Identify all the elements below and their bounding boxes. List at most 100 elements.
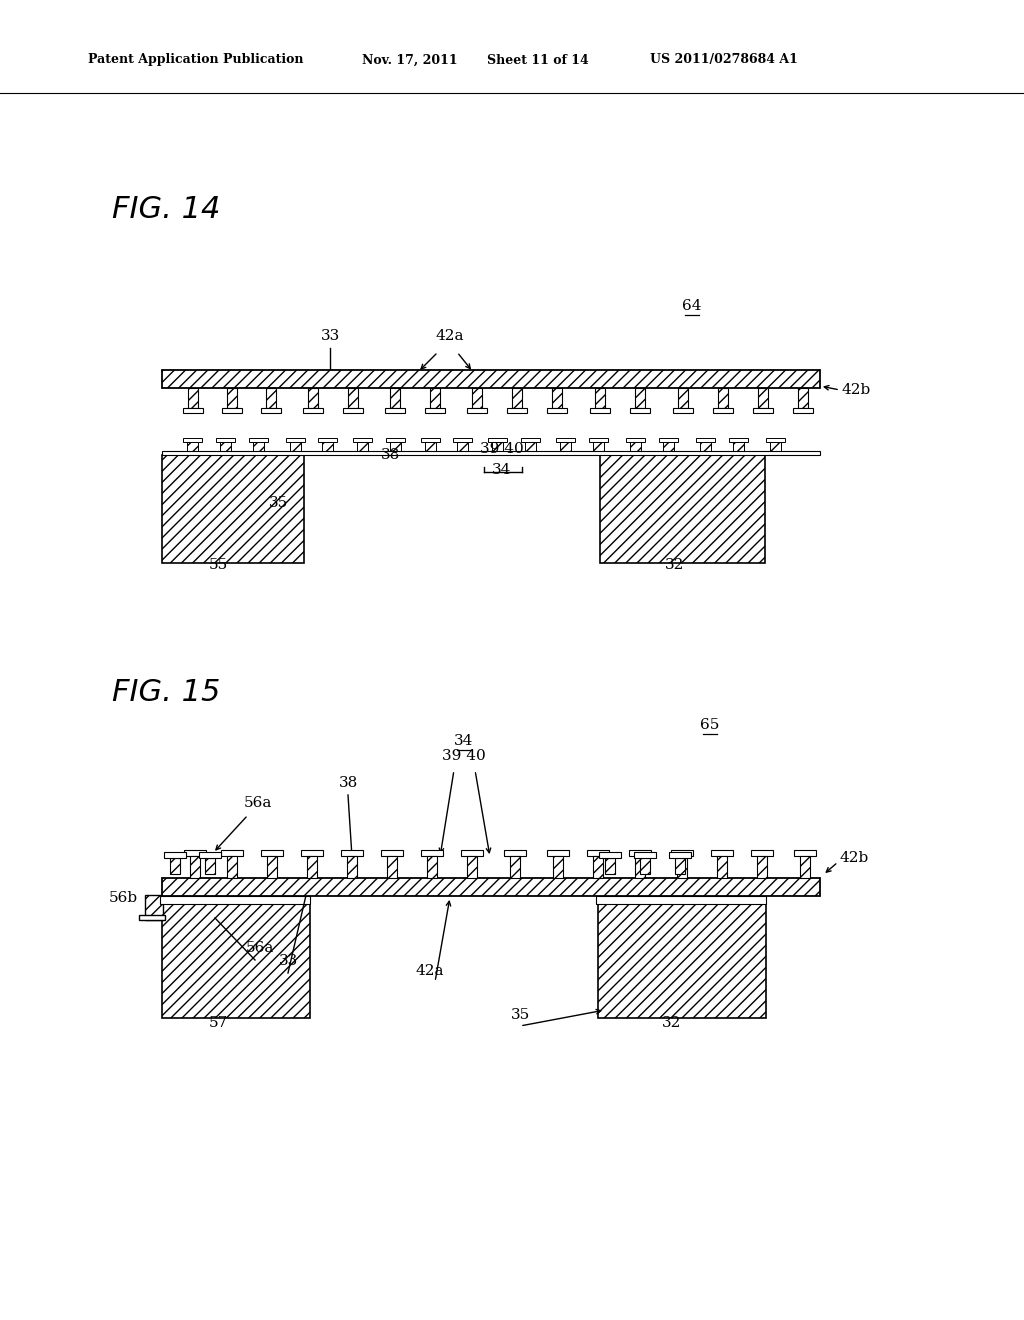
Bar — [634, 851, 656, 858]
Bar — [220, 442, 231, 451]
Bar — [343, 408, 362, 413]
Bar — [322, 442, 333, 451]
Bar — [589, 438, 608, 442]
Bar — [221, 850, 243, 855]
Text: FIG. 15: FIG. 15 — [112, 678, 220, 708]
Bar — [253, 442, 264, 451]
Bar — [386, 438, 406, 442]
Bar — [290, 442, 301, 451]
Bar — [199, 851, 221, 858]
Bar — [162, 455, 304, 564]
Bar — [696, 438, 715, 442]
Bar — [160, 896, 310, 904]
Text: 35: 35 — [268, 496, 288, 510]
Text: US 2011/0278684 A1: US 2011/0278684 A1 — [650, 54, 798, 66]
Text: 33: 33 — [321, 329, 340, 343]
Text: 42a: 42a — [416, 964, 444, 978]
Bar — [525, 442, 536, 451]
Bar — [595, 388, 605, 408]
Text: 42b: 42b — [840, 851, 869, 865]
Text: 33: 33 — [279, 954, 298, 968]
Bar — [635, 855, 645, 878]
Bar — [587, 850, 609, 855]
Bar — [553, 855, 563, 878]
Text: 34: 34 — [455, 734, 474, 748]
Bar — [249, 438, 268, 442]
Bar — [286, 438, 305, 442]
Bar — [267, 855, 278, 878]
Bar — [421, 850, 443, 855]
Bar — [421, 438, 440, 442]
Bar — [798, 388, 808, 408]
Bar — [794, 850, 816, 855]
Bar — [190, 855, 200, 878]
Bar — [626, 438, 645, 442]
Bar — [630, 442, 641, 451]
Bar — [605, 858, 615, 874]
Bar — [599, 851, 621, 858]
Bar — [425, 408, 445, 413]
Text: FIG. 14: FIG. 14 — [112, 195, 220, 224]
Bar — [630, 408, 650, 413]
Text: 64: 64 — [682, 300, 701, 313]
Text: 56a: 56a — [246, 941, 274, 954]
Bar — [718, 388, 728, 408]
Bar — [729, 438, 748, 442]
Text: 39 40: 39 40 — [442, 748, 485, 763]
Text: 38: 38 — [338, 776, 357, 789]
Bar — [467, 408, 487, 413]
Bar — [590, 408, 610, 413]
Bar — [800, 855, 810, 878]
Bar — [205, 858, 215, 874]
Bar — [390, 442, 401, 451]
Bar — [711, 850, 733, 855]
Bar — [510, 855, 520, 878]
Text: 35: 35 — [510, 1008, 529, 1022]
Bar — [183, 408, 203, 413]
Bar — [170, 858, 180, 874]
Bar — [560, 442, 571, 451]
Text: 39 40: 39 40 — [480, 442, 524, 455]
Bar — [640, 858, 650, 874]
Bar — [467, 855, 477, 878]
Bar — [629, 850, 651, 855]
Bar — [453, 438, 472, 442]
Bar — [717, 855, 727, 878]
Text: 38: 38 — [380, 447, 399, 462]
Bar — [188, 388, 198, 408]
Bar — [492, 442, 503, 451]
Bar — [390, 388, 400, 408]
Bar — [757, 855, 767, 878]
Bar — [507, 408, 527, 413]
Text: 56b: 56b — [109, 891, 138, 906]
Bar — [677, 855, 687, 878]
Bar — [187, 442, 198, 451]
Bar — [596, 896, 766, 904]
Bar — [162, 451, 820, 455]
Bar — [600, 455, 765, 564]
Bar — [425, 442, 436, 451]
Text: 57: 57 — [208, 1016, 227, 1030]
Bar — [488, 438, 507, 442]
Bar — [504, 850, 526, 855]
Bar — [216, 438, 234, 442]
Bar — [341, 850, 362, 855]
Bar — [521, 438, 540, 442]
Text: 65: 65 — [700, 718, 720, 733]
Bar — [758, 388, 768, 408]
Text: 32: 32 — [666, 558, 685, 572]
Bar — [145, 895, 163, 920]
Bar — [751, 850, 773, 855]
Bar — [347, 855, 357, 878]
Text: Sheet 11 of 14: Sheet 11 of 14 — [487, 54, 589, 66]
Bar — [427, 855, 437, 878]
Bar — [593, 855, 603, 878]
Bar — [547, 408, 567, 413]
Text: 42b: 42b — [842, 383, 871, 397]
Bar — [164, 851, 186, 858]
Bar — [635, 388, 645, 408]
Bar — [227, 388, 237, 408]
Bar — [227, 855, 237, 878]
Bar — [385, 408, 406, 413]
Bar — [381, 850, 403, 855]
